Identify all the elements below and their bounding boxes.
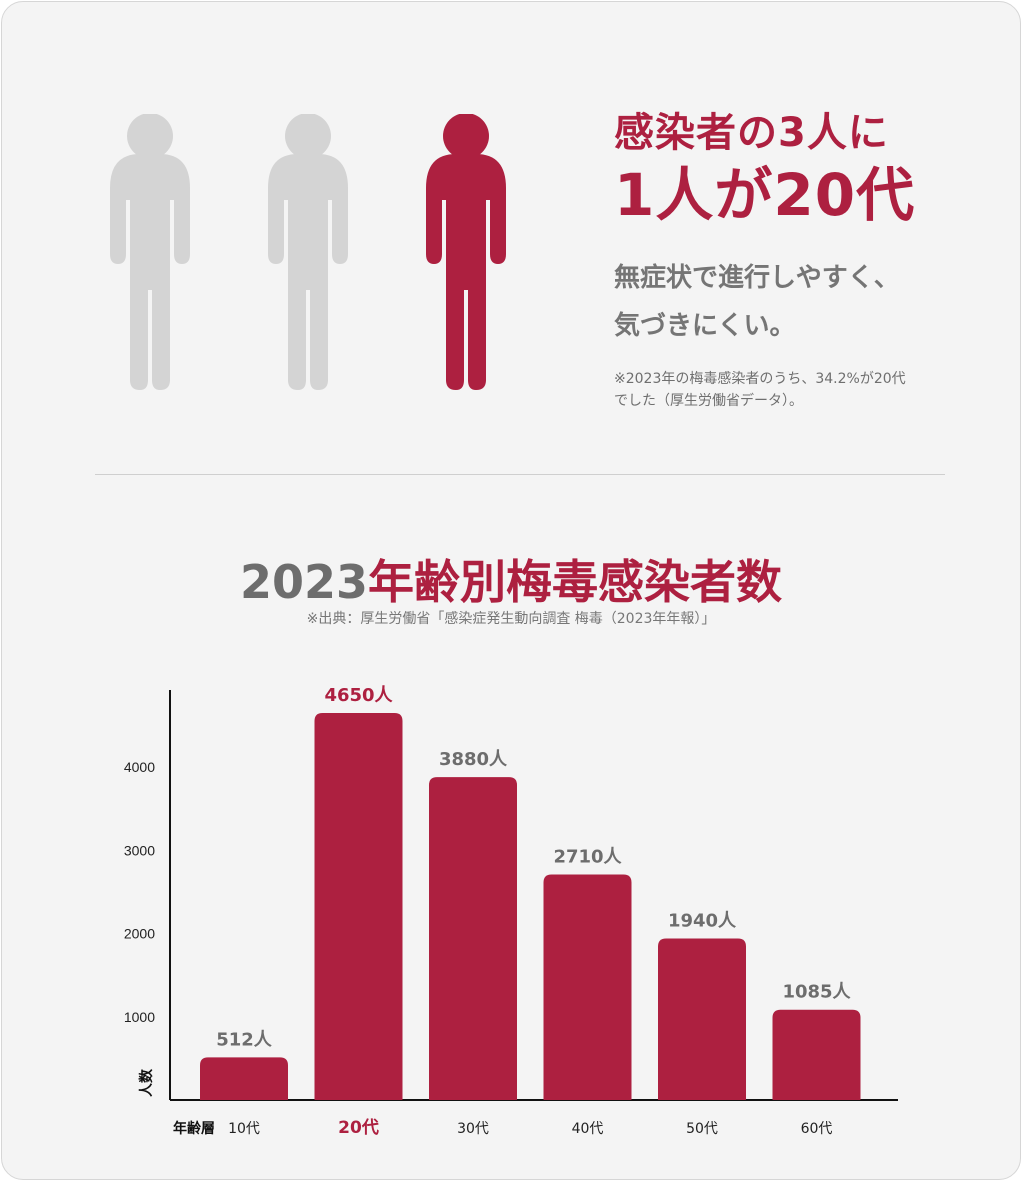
bar-10代	[200, 1057, 288, 1100]
bar-20代	[314, 712, 403, 1100]
subtext-line1: 無症状で進行しやすく、	[614, 263, 900, 293]
chart-source: ※出典：厚生労働省「感染症発生動向調査 梅毒（2023年年報）」	[306, 611, 716, 627]
data-label: 4650人	[324, 685, 393, 706]
headline: 感染者の3人に 1人が20代	[614, 106, 974, 230]
person-icon	[268, 114, 348, 390]
y-tick-label: 3000	[124, 842, 155, 858]
chart-title: 2023年齢別梅毒感染者数	[0, 546, 1022, 612]
headline-line1: 感染者の3人に	[614, 110, 889, 156]
bar-30代	[429, 777, 517, 1100]
x-tick-label: 10代	[228, 1121, 260, 1137]
section-divider	[95, 474, 945, 475]
subtext: 無症状で進行しやすく、 気づきにくい。	[614, 254, 994, 350]
person-icon-highlighted	[426, 114, 506, 390]
data-label: 512人	[216, 1029, 273, 1050]
footnote: ※2023年の梅毒感染者のうち、34.2%が20代 でした（厚生労働省データ）。	[614, 368, 974, 412]
headline-line2: 1人が20代	[614, 161, 916, 229]
chart-title-year: 2023	[239, 555, 369, 609]
data-label: 1940人	[668, 911, 737, 932]
x-tick-label: 60代	[801, 1121, 833, 1137]
y-tick-label: 4000	[124, 759, 155, 775]
y-tick-label: 1000	[124, 1009, 155, 1025]
footnote-line1: ※2023年の梅毒感染者のうち、34.2%が20代	[614, 371, 906, 387]
x-tick-label: 50代	[686, 1121, 718, 1137]
data-label: 1085人	[782, 982, 851, 1003]
subtext-line2: 気づきにくい。	[614, 311, 796, 341]
x-tick-label: 20代	[338, 1117, 379, 1138]
bar-50代	[658, 938, 746, 1100]
data-label: 2710人	[553, 846, 622, 867]
footnote-line2: でした（厚生労働省データ）。	[614, 393, 803, 409]
bar-40代	[543, 874, 632, 1100]
x-tick-label: 30代	[457, 1121, 489, 1137]
y-axis-label: 人数	[138, 1068, 155, 1097]
bar-60代	[772, 1009, 861, 1100]
x-axis-label: 年齢層	[173, 1120, 215, 1137]
chart-title-text: 年齢別梅毒感染者数	[368, 555, 783, 609]
people-illustration	[110, 114, 506, 390]
x-tick-label: 40代	[572, 1121, 604, 1137]
person-icon	[110, 114, 190, 390]
y-tick-label: 2000	[124, 926, 155, 942]
data-label: 3880人	[439, 749, 508, 770]
